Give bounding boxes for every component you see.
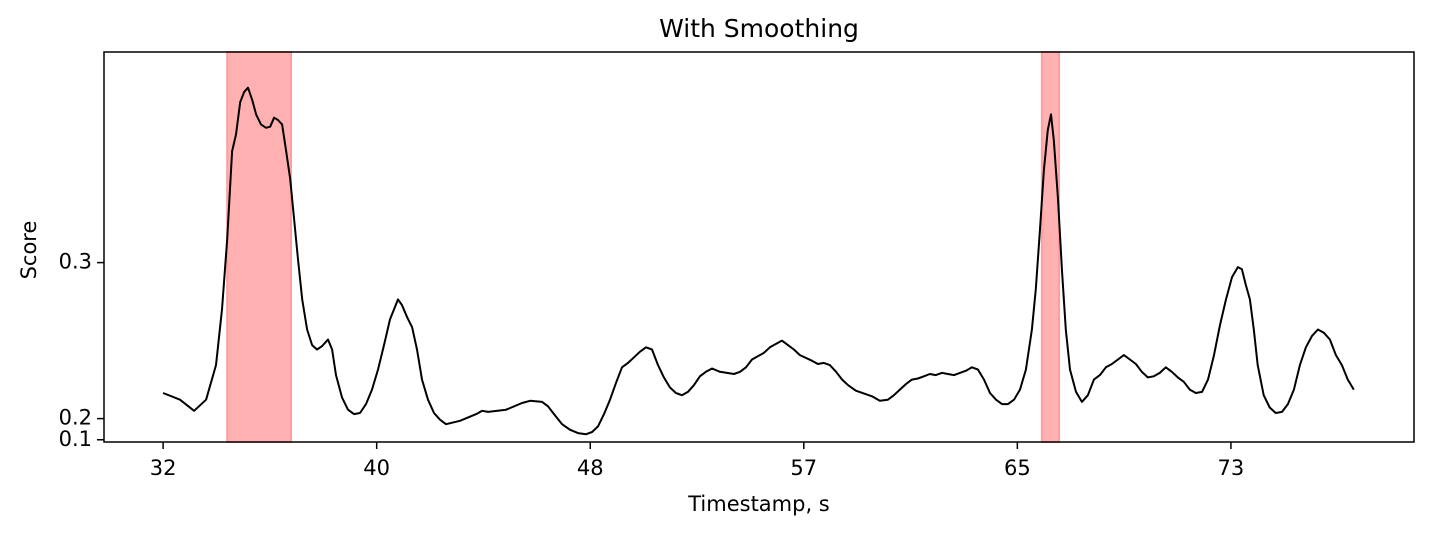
highlight-span <box>226 51 292 443</box>
x-tick-label: 32 <box>150 456 177 480</box>
y-axis-label: Score <box>17 221 41 280</box>
x-tick-label: 48 <box>577 456 604 480</box>
score-line <box>162 86 1355 436</box>
highlight-span <box>1040 51 1061 443</box>
y-tick-label: 0.3 <box>59 250 92 274</box>
x-tick-label: 40 <box>363 456 390 480</box>
plot-frame <box>103 51 1415 443</box>
chart-title: With Smoothing <box>659 14 859 43</box>
x-axis-label: Timestamp, s <box>687 492 830 516</box>
y-tick-label: 0.2 <box>59 406 92 430</box>
x-tick-label: 73 <box>1218 456 1245 480</box>
x-tick-label: 57 <box>790 456 817 480</box>
x-tick-label: 65 <box>1004 456 1031 480</box>
y-tick-label: 0.1 <box>59 427 92 451</box>
